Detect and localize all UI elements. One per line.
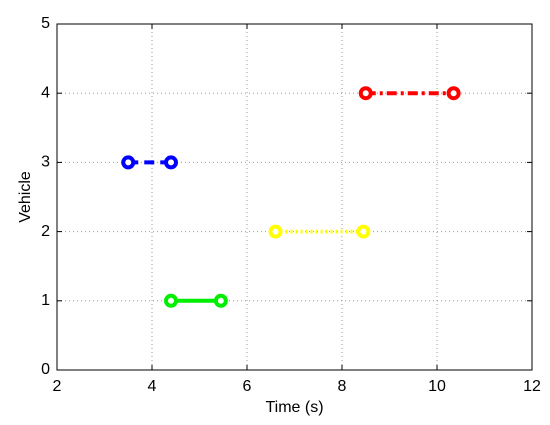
marker [358, 86, 373, 101]
marker [356, 224, 371, 239]
marker [164, 293, 178, 308]
x-tick-label: 4 [148, 378, 157, 395]
x-tick-label: 10 [428, 378, 446, 395]
marker [213, 293, 228, 308]
y-tick-label: 2 [41, 223, 50, 240]
marker [121, 155, 136, 170]
y-tick-label: 4 [41, 84, 50, 101]
x-tick-label: 12 [523, 378, 541, 395]
y-tick-label: 1 [41, 292, 50, 309]
x-tick-label: 8 [338, 378, 347, 395]
y-tick-label: 0 [41, 361, 50, 378]
data [121, 86, 461, 308]
marker [268, 224, 283, 239]
y-tick-label: 5 [41, 15, 50, 32]
y-tick-label: 3 [41, 154, 50, 171]
marker [164, 155, 178, 170]
x-tick-label: 6 [243, 378, 252, 395]
marker [446, 86, 461, 101]
axes-box [56, 23, 533, 371]
plot-area [57, 24, 532, 370]
x-axis-label: Time (s) [265, 399, 323, 416]
y-axis-label: Vehicle [17, 171, 34, 223]
x-tick-label: 2 [53, 378, 62, 395]
